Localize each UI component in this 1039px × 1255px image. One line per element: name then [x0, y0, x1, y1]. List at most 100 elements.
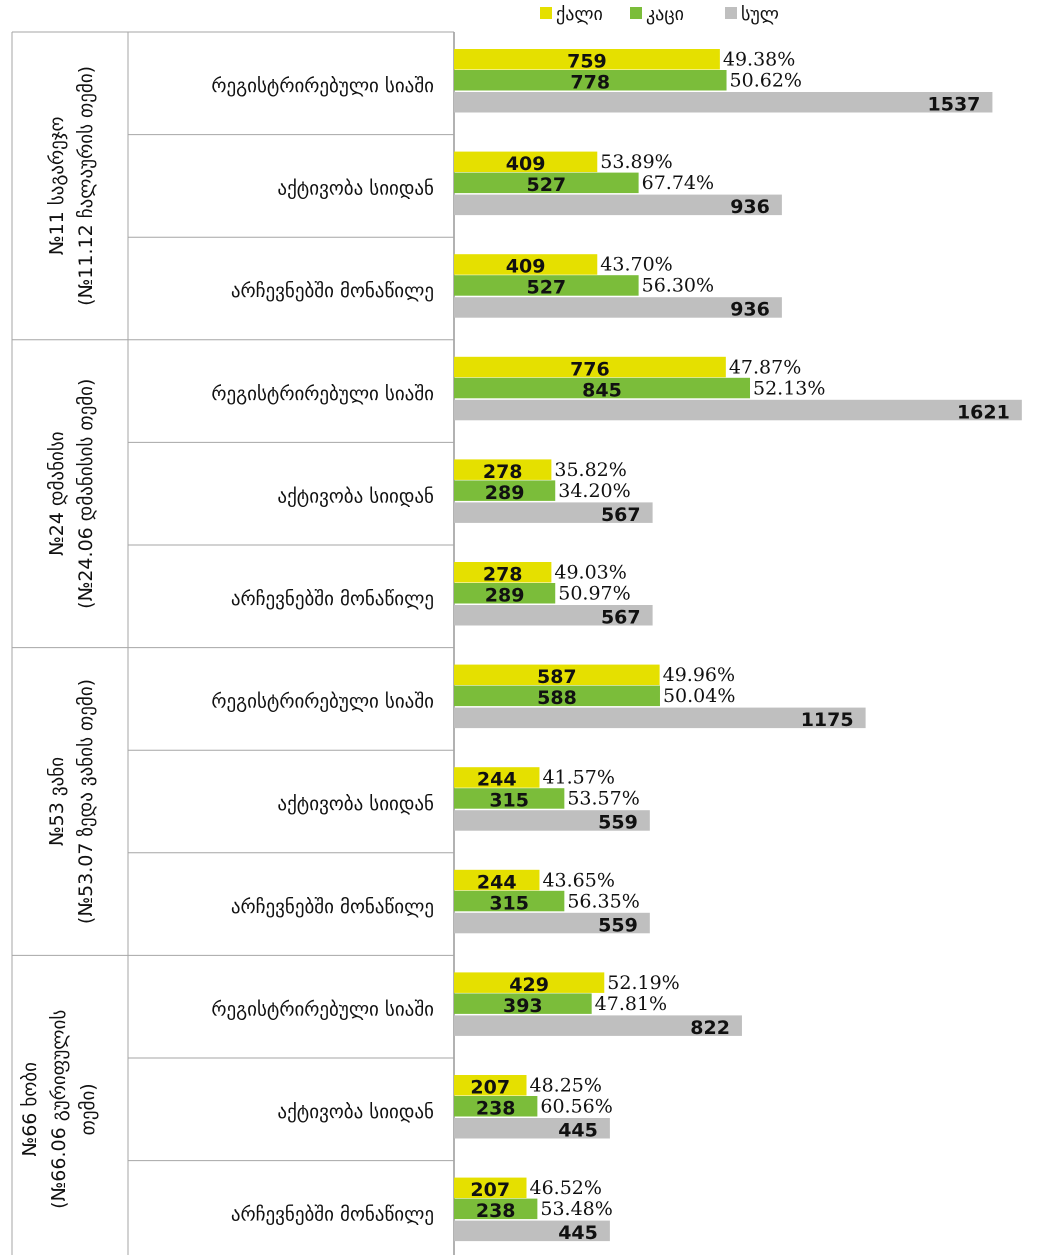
female-value-label: 278 [483, 564, 523, 586]
male-percent-label: 56.30% [642, 275, 714, 297]
legend-swatch [630, 7, 642, 19]
female-percent-label: 43.65% [542, 869, 614, 891]
total-value-label: 559 [598, 812, 638, 834]
category-label: არჩევნებში მონაწილე [231, 588, 434, 610]
female-percent-label: 49.96% [663, 664, 735, 686]
category-label: აქტივობა სიიდან [277, 178, 434, 200]
legend-swatch [540, 7, 552, 19]
total-value-label: 567 [601, 504, 641, 526]
total-bar [454, 194, 782, 216]
group-label: №53 ვანი (№53.07 ზედა ვანის თემი) [46, 679, 97, 924]
male-percent-label: 50.97% [558, 583, 630, 605]
total-value-label: 445 [558, 1120, 598, 1142]
male-value-label: 393 [503, 995, 543, 1017]
male-value-label: 778 [570, 72, 610, 94]
total-value-label: 822 [690, 1017, 730, 1039]
male-value-label: 238 [476, 1098, 516, 1120]
category-label: რეგისტრირებული სიაში [211, 691, 434, 713]
category-label: რეგისტრირებული სიაში [211, 383, 434, 405]
female-percent-label: 43.70% [600, 254, 672, 276]
group-label-line: №66 ხობი [19, 1062, 41, 1157]
male-percent-label: 53.57% [567, 788, 639, 810]
female-bar [454, 151, 598, 173]
female-percent-label: 35.82% [554, 459, 626, 481]
male-bar [454, 890, 565, 912]
female-percent-label: 53.89% [600, 151, 672, 173]
female-percent-label: 48.25% [530, 1075, 602, 1097]
category-label: აქტივობა სიიდან [277, 485, 434, 507]
male-percent-label: 52.13% [753, 377, 825, 399]
female-bar [454, 459, 552, 480]
total-bar [454, 1015, 742, 1036]
category-label: აქტივობა სიიდან [277, 793, 434, 815]
group-label-line: (№11.12 ჩალაურის თემი) [75, 66, 97, 306]
male-value-label: 845 [582, 379, 622, 401]
male-percent-label: 67.74% [642, 172, 714, 194]
total-bar [454, 502, 653, 523]
female-percent-label: 46.52% [530, 1177, 602, 1199]
female-bar [454, 767, 540, 788]
female-value-label: 587 [537, 666, 577, 688]
female-value-label: 244 [477, 769, 517, 791]
group-label-line: თემი) [77, 1083, 99, 1135]
male-bar [454, 685, 660, 707]
group-label: №66 ხობი (№66.06 გურიფულის თემი) [19, 1010, 99, 1209]
legend: ქალი კაცი სულ [540, 4, 779, 25]
female-percent-label: 47.87% [729, 356, 801, 378]
category-label: რეგისტრირებული სიაში [211, 998, 434, 1020]
group-label: №11 საგარეჯო (№11.12 ჩალაურის თემი) [46, 66, 97, 306]
category-label: არჩევნებში მონაწილე [231, 280, 434, 302]
category-label: არჩევნებში მონაწილე [231, 896, 434, 918]
female-bar [454, 869, 540, 891]
male-percent-label: 34.20% [558, 480, 630, 502]
group-label: №24 დმანისი (№24.06 დმანისის თემი) [46, 379, 97, 609]
total-value-label: 1175 [801, 709, 854, 731]
female-bar [454, 664, 660, 686]
bars: 759 49.38% 778 50.62% 1537 409 53.89% 527 67.74%… [454, 49, 1022, 1244]
total-bar [454, 297, 782, 318]
total-value-label: 936 [730, 299, 770, 321]
male-percent-label: 47.81% [595, 993, 667, 1015]
female-bar [454, 49, 720, 70]
female-percent-label: 52.19% [607, 972, 679, 994]
total-value-label: 559 [598, 914, 638, 936]
male-value-label: 315 [489, 892, 529, 914]
female-bar [454, 1177, 527, 1199]
female-value-label: 278 [483, 461, 523, 483]
female-percent-label: 49.38% [723, 49, 795, 71]
female-value-label: 409 [506, 153, 546, 175]
female-percent-label: 41.57% [542, 767, 614, 789]
male-value-label: 588 [537, 687, 577, 709]
category-label: აქტივობა სიიდან [277, 1101, 434, 1123]
total-bar [454, 399, 1022, 421]
legend-label: ქალი [556, 4, 603, 25]
female-bar [454, 1075, 527, 1096]
female-bar [454, 254, 598, 275]
female-value-label: 244 [477, 871, 517, 893]
group-label-line: №11 საგარეჯო [46, 117, 68, 256]
total-value-label: 936 [730, 196, 770, 218]
male-value-label: 315 [489, 790, 529, 812]
male-bar [454, 1198, 538, 1220]
male-bar [454, 172, 639, 194]
male-percent-label: 56.35% [567, 890, 639, 912]
total-bar [454, 1220, 610, 1242]
total-bar [454, 912, 650, 934]
group-label-line: №53 ვანი [46, 757, 68, 846]
female-bar [454, 562, 552, 583]
male-percent-label: 60.56% [540, 1096, 612, 1118]
female-value-label: 207 [470, 1179, 510, 1201]
legend-swatch [725, 7, 737, 19]
female-percent-label: 49.03% [554, 562, 626, 584]
category-label: რეგისტრირებული სიაში [211, 75, 434, 97]
female-value-label: 429 [509, 974, 549, 996]
chart-frame [11, 31, 455, 1255]
male-bar [454, 275, 639, 296]
category-labels: №11 საგარეჯო (№11.12 ჩალაურის თემი) რეგისტ… [19, 66, 434, 1226]
category-label: არჩევნებში მონაწილე [231, 1204, 434, 1226]
female-value-label: 776 [570, 358, 610, 380]
male-bar [454, 1096, 538, 1117]
female-bar [454, 356, 726, 378]
total-value-label: 445 [558, 1222, 598, 1244]
